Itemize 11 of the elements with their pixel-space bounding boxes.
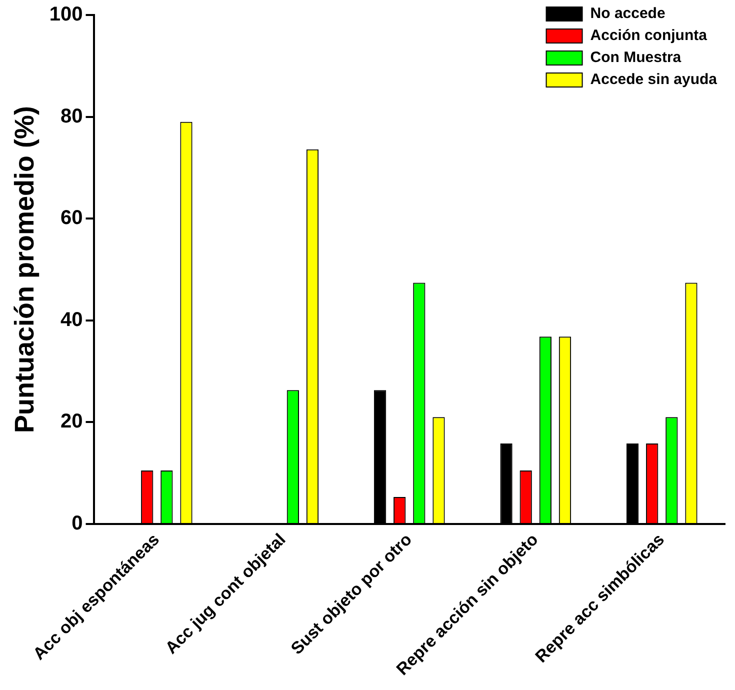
- y-tick-label: 80: [60, 105, 83, 128]
- y-axis-title: Puntuación promedio (%): [10, 106, 40, 433]
- legend-label: No accede: [590, 5, 666, 22]
- y-tick-label: 40: [60, 308, 83, 331]
- legend-label: Accede sin ayuda: [590, 71, 718, 88]
- y-tick-label: 100: [49, 4, 83, 26]
- legend-label: Con Muestra: [590, 49, 682, 66]
- y-tick-label: 20: [60, 410, 83, 433]
- y-tick-label: 0: [72, 512, 83, 534]
- legend-label: Acción conjunta: [590, 27, 708, 44]
- y-tick-label: 60: [60, 207, 83, 230]
